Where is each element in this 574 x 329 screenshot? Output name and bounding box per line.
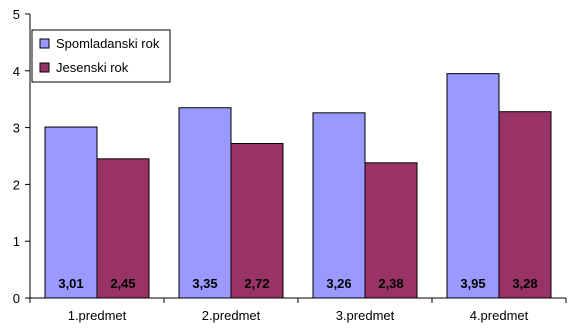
data-label: 2,72 [244,276,269,291]
y-tick-label: 1 [13,234,20,249]
bar-jesenski-rok [230,143,284,299]
data-label: 3,28 [512,276,537,291]
data-label: 3,95 [460,276,485,291]
x-axis: 1.predmet 2.predmet 3.predmet 4.predmet [29,297,567,323]
bars [44,73,552,299]
bar-spomladanski-rok [44,126,98,299]
y-tick-label: 3 [13,121,20,136]
bar-jesenski-rok [498,111,552,299]
data-label: 2,38 [378,276,403,291]
legend-box [31,29,171,83]
legend-label: Jesenski rok [56,60,129,75]
y-tick-label: 0 [13,291,20,306]
data-label: 2,45 [110,276,135,291]
bar-jesenski-rok [364,162,418,299]
data-label: 3,01 [58,276,83,291]
bar-spomladanski-rok [178,107,232,299]
data-label: 3,26 [326,276,351,291]
legend: Spomladanski rok Jesenski rok [31,29,171,83]
x-tick-label: 3.predmet [336,308,395,323]
y-tick-label: 5 [13,7,20,22]
x-tick-label: 2.predmet [202,308,261,323]
legend-swatch [39,62,50,73]
bar-spomladanski-rok [312,112,366,299]
data-labels: 3,01 2,45 3,35 2,72 3,26 2,38 3,95 3,28 [58,276,537,291]
y-axis: 0 1 2 3 4 5 [13,7,31,306]
x-tick-label: 4.predmet [470,308,529,323]
bar-spomladanski-rok [446,73,500,299]
legend-label: Spomladanski rok [56,36,160,51]
x-tick-label: 1.predmet [68,308,127,323]
y-tick-label: 4 [13,64,20,79]
data-label: 3,35 [192,276,217,291]
y-tick-label: 2 [13,177,20,192]
legend-swatch [39,38,50,49]
